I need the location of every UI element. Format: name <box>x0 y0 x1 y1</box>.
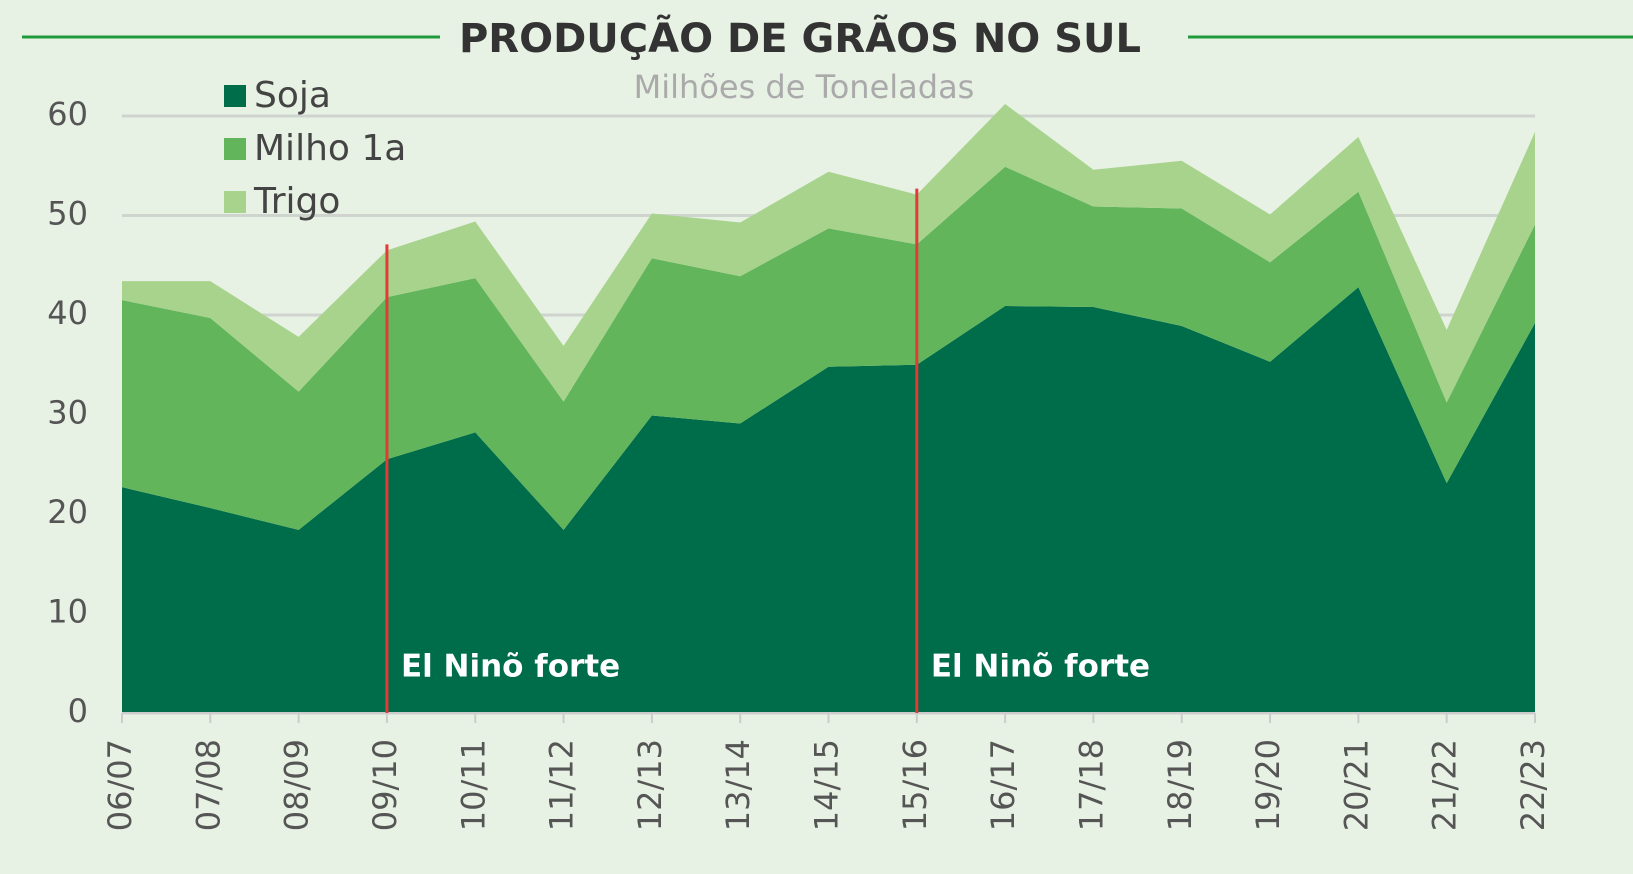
x-tick-label: 07/08 <box>189 739 227 831</box>
legend-swatch <box>224 138 246 160</box>
x-tick-label: 20/21 <box>1337 739 1375 831</box>
legend-swatch <box>224 191 246 213</box>
annotation-label: El Ninõ forte <box>401 649 620 685</box>
area <box>122 166 1535 530</box>
y-tick-label: 30 <box>47 394 88 432</box>
legend-label: Trigo <box>253 181 340 222</box>
x-tick-label: 18/19 <box>1161 739 1199 831</box>
y-tick-label: 10 <box>47 593 88 631</box>
legend-label: Soja <box>254 75 331 116</box>
y-tick-label: 20 <box>47 493 88 531</box>
chart-subtitle: Milhões de Toneladas <box>634 68 975 106</box>
x-tick-label: 19/20 <box>1249 739 1287 831</box>
x-tick-label: 13/14 <box>719 739 757 831</box>
x-tick-label: 14/15 <box>808 739 846 831</box>
y-tick-label: 60 <box>47 95 88 133</box>
x-tick-label: 21/22 <box>1426 739 1464 831</box>
y-tick-label: 0 <box>68 692 88 730</box>
chart-title: PRODUÇÃO DE GRÃOS NO SUL <box>459 13 1141 62</box>
legend-swatch <box>224 85 246 107</box>
area <box>122 287 1535 713</box>
x-tick-label: 06/07 <box>101 739 139 831</box>
x-tick-label: 15/16 <box>896 739 934 831</box>
x-tick-label: 09/10 <box>366 739 404 831</box>
legend-label: Milho 1a <box>254 128 406 169</box>
x-tick-label: 10/11 <box>454 739 492 831</box>
x-tick-label: 17/18 <box>1072 739 1110 831</box>
annotation-label: El Ninõ forte <box>931 649 1150 685</box>
x-tick-label: 16/17 <box>984 739 1022 831</box>
y-tick-label: 40 <box>47 294 88 332</box>
x-tick-label: 11/12 <box>543 739 581 831</box>
x-tick-label: 08/09 <box>278 739 316 831</box>
area <box>122 104 1535 403</box>
x-tick-label: 22/23 <box>1514 739 1552 831</box>
y-tick-label: 50 <box>47 195 88 233</box>
x-tick-label: 12/13 <box>631 739 669 831</box>
